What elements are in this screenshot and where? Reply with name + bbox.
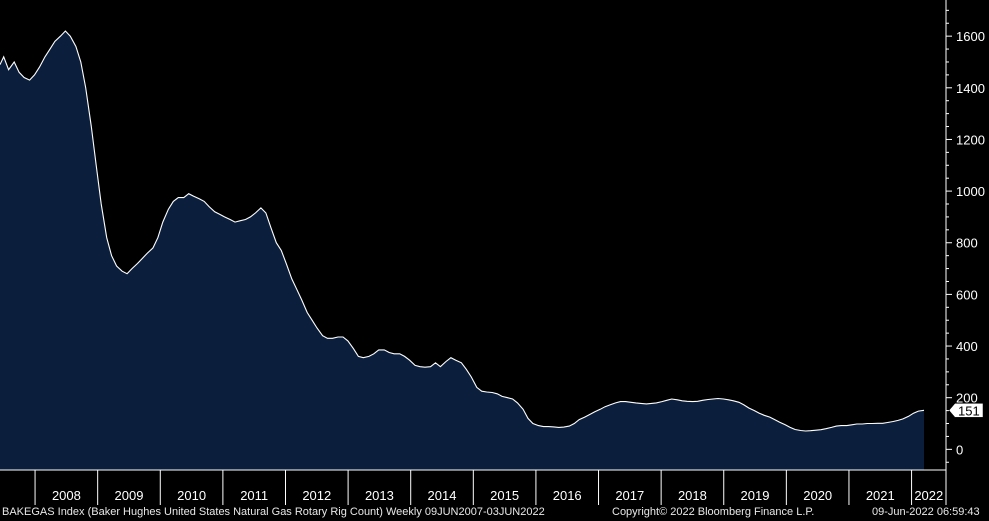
y-tick-label: 1600 (956, 29, 985, 44)
x-tick-label: 2017 (615, 488, 644, 503)
series-line (0, 30, 925, 432)
x-tick-label: 2022 (914, 488, 943, 503)
x-tick-label: 2021 (866, 488, 895, 503)
x-tick-label: 2018 (678, 488, 707, 503)
y-tick-label: 400 (956, 339, 978, 354)
x-tick-label: 2008 (52, 488, 81, 503)
x-tick-label: 2009 (115, 488, 144, 503)
last-value-marker-group: 151 (948, 403, 984, 418)
y-tick-label: 200 (956, 391, 978, 406)
last-value-marker (948, 403, 984, 418)
copyright-text: Copyright© 2022 Bloomberg Finance L.P. (612, 506, 815, 518)
y-tick-label: 0 (956, 442, 963, 457)
x-tick-label: 2012 (302, 488, 331, 503)
x-tick-label: 2016 (553, 488, 582, 503)
last-value-label: 151 (958, 403, 980, 418)
y-tick-label: 1400 (956, 81, 985, 96)
x-tick-label: 2014 (428, 488, 457, 503)
y-tick-label: 1000 (956, 184, 985, 199)
series-description: BAKEGAS Index (Baker Hughes United State… (2, 506, 545, 518)
y-tick-label: 600 (956, 287, 978, 302)
x-tick-label: 2015 (490, 488, 519, 503)
chart-footer: BAKEGAS Index (Baker Hughes United State… (0, 505, 989, 521)
x-tick-label: 2020 (803, 488, 832, 503)
series-area-fill (0, 31, 924, 470)
y-tick-label: 800 (956, 236, 978, 251)
x-axis: 2008 2009 2010 2011 2012 2013 2014 2015 2016 2017… (0, 469, 946, 505)
x-tick-label: 2019 (741, 488, 770, 503)
rig-count-chart: 2008 2009 2010 2011 2012 2013 2014 2015 2016 2017… (0, 0, 985, 505)
plot-area (0, 30, 925, 470)
x-tick-label: 2010 (177, 488, 206, 503)
x-tick-label: 2013 (365, 488, 394, 503)
timestamp-text: 09-Jun-2022 06:59:43 (872, 506, 980, 518)
y-tick-label: 1200 (956, 133, 985, 148)
x-tick-label: 2011 (240, 488, 268, 503)
y-axis: 0 200 400 600 800 1000 1200 1400 1600 (945, 0, 985, 505)
